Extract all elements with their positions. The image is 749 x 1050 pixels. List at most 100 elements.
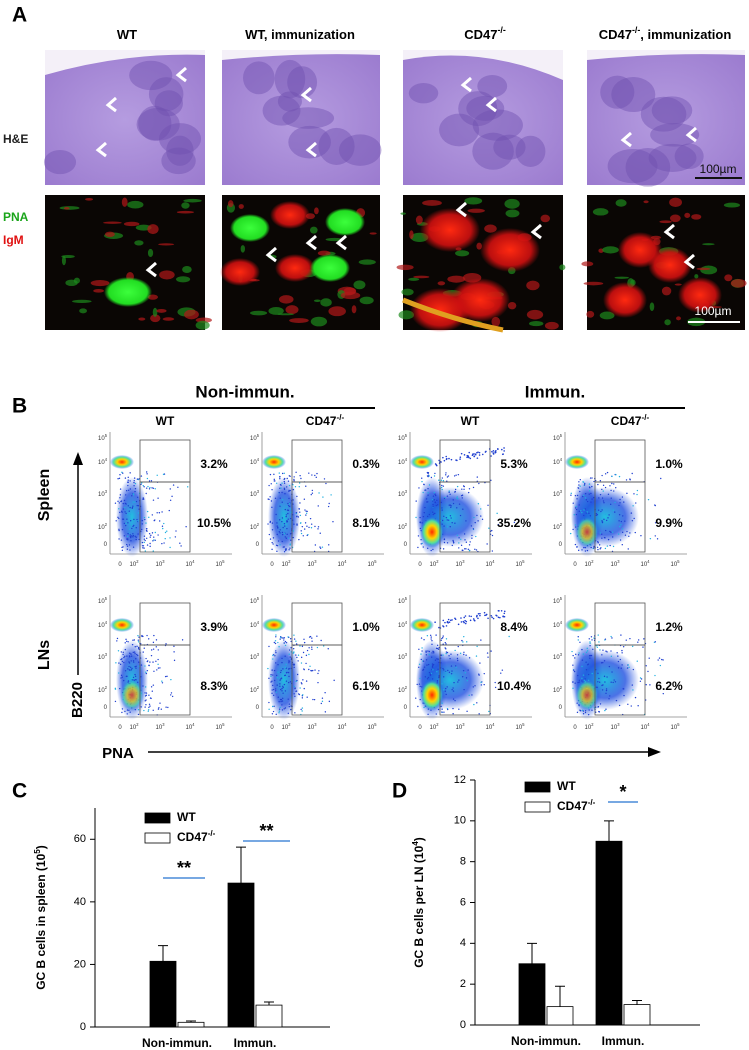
cell-dot	[295, 640, 297, 642]
x-tick-label-part: 10	[130, 562, 137, 568]
cell-dot	[287, 681, 290, 684]
igm-region	[480, 228, 540, 272]
cell-dot	[280, 487, 282, 489]
cell-dot	[305, 510, 307, 512]
follicle	[466, 95, 505, 121]
cell-dot	[591, 485, 593, 488]
x-tick-label: 103	[156, 722, 166, 731]
cell-dot	[616, 652, 618, 654]
cell-dot	[299, 522, 302, 524]
cell-dot	[143, 547, 145, 549]
y-tick-label: 60	[74, 833, 86, 845]
follicle	[338, 134, 382, 166]
cell-dot	[123, 656, 125, 659]
cell-dot	[129, 711, 131, 713]
cell-dot	[420, 653, 422, 655]
y-tick-label-part: 3	[405, 489, 408, 494]
speck	[358, 259, 376, 265]
x-tick-label: 104	[486, 722, 496, 731]
cell-dot	[437, 648, 440, 650]
y-tick-label: 102	[553, 522, 563, 531]
cell-dot	[292, 647, 295, 650]
cell-dot	[146, 669, 149, 672]
y-tick-label: 104	[98, 457, 108, 466]
cell-dot	[300, 532, 303, 535]
cell-dot	[595, 645, 597, 647]
cell-dot	[473, 455, 476, 457]
cell-dot	[290, 647, 292, 649]
y-tick-label-part: 3	[105, 652, 108, 657]
cell-dot	[598, 677, 600, 680]
x-tick-label-part: 2	[436, 559, 439, 564]
cell-dot	[138, 636, 140, 638]
cell-dot	[453, 475, 456, 477]
x-tick-label-part: 3	[314, 722, 317, 727]
cell-dot	[469, 619, 472, 622]
cell-dot	[431, 640, 433, 642]
gate-percent: 1.0%	[655, 457, 683, 471]
cell-dot	[170, 694, 172, 696]
cell-dot	[310, 523, 313, 525]
cell-dot	[485, 613, 488, 616]
cell-dot	[152, 684, 155, 686]
cell-dot	[503, 612, 506, 615]
y-tick-label-part: 10	[250, 492, 257, 498]
speck	[507, 301, 517, 310]
legend-label: WT	[557, 779, 576, 793]
x-tick-label-part: 10	[641, 725, 648, 731]
cell-dot	[151, 514, 154, 516]
cell-dot	[137, 661, 140, 663]
cell-dot	[476, 514, 478, 517]
cell-dot	[581, 665, 583, 668]
x-tick-label: 104	[338, 559, 348, 568]
x-tick-label: 0	[573, 562, 577, 568]
cell-dot	[572, 664, 574, 666]
x-tick-label: 103	[156, 559, 166, 568]
cell-dot	[435, 634, 437, 636]
cell-dot	[454, 491, 456, 493]
speck	[93, 289, 104, 293]
cell-dot	[290, 511, 292, 513]
column-header: WT	[117, 27, 137, 42]
cell-dot	[165, 706, 167, 708]
speck	[529, 320, 544, 327]
cell-dot	[152, 540, 154, 542]
cell-dot	[305, 662, 307, 665]
cell-dot	[137, 641, 140, 643]
cell-dot	[578, 510, 581, 513]
y-tick-label-part: 0	[256, 542, 260, 548]
cell-dot	[144, 665, 146, 667]
cell-dot	[420, 658, 422, 661]
cell-dot	[432, 513, 434, 516]
column-header-part: WT	[117, 27, 137, 42]
cell-dot	[440, 662, 442, 664]
cell-dot	[163, 542, 165, 544]
cell-dot	[275, 634, 277, 636]
cell-dot	[173, 651, 175, 653]
cell-dot	[600, 547, 602, 549]
cell-dot	[476, 457, 479, 459]
cell-dot	[440, 486, 443, 489]
cell-dot	[435, 504, 438, 507]
cell-dot	[572, 681, 574, 683]
cell-dot	[423, 483, 425, 486]
column-header-part: WT	[156, 414, 175, 428]
cell-dot	[269, 496, 271, 498]
cell-dot	[576, 494, 579, 497]
cell-dot	[424, 506, 426, 509]
cell-dot	[445, 625, 448, 627]
cell-dot	[608, 698, 610, 700]
cell-dot	[124, 670, 127, 672]
y-tick-label-part: 5	[105, 596, 108, 601]
cell-dot	[289, 656, 291, 658]
cell-dot	[161, 525, 164, 527]
cell-dot	[443, 711, 445, 713]
cell-dot	[497, 616, 500, 619]
cell-dot	[431, 665, 434, 667]
cell-dot	[172, 484, 175, 486]
cell-dot	[477, 503, 480, 505]
cell-dot	[145, 529, 148, 532]
cell-dot	[467, 548, 470, 551]
gate-percent: 1.0%	[352, 620, 380, 634]
x-tick-label: 103	[456, 722, 466, 731]
